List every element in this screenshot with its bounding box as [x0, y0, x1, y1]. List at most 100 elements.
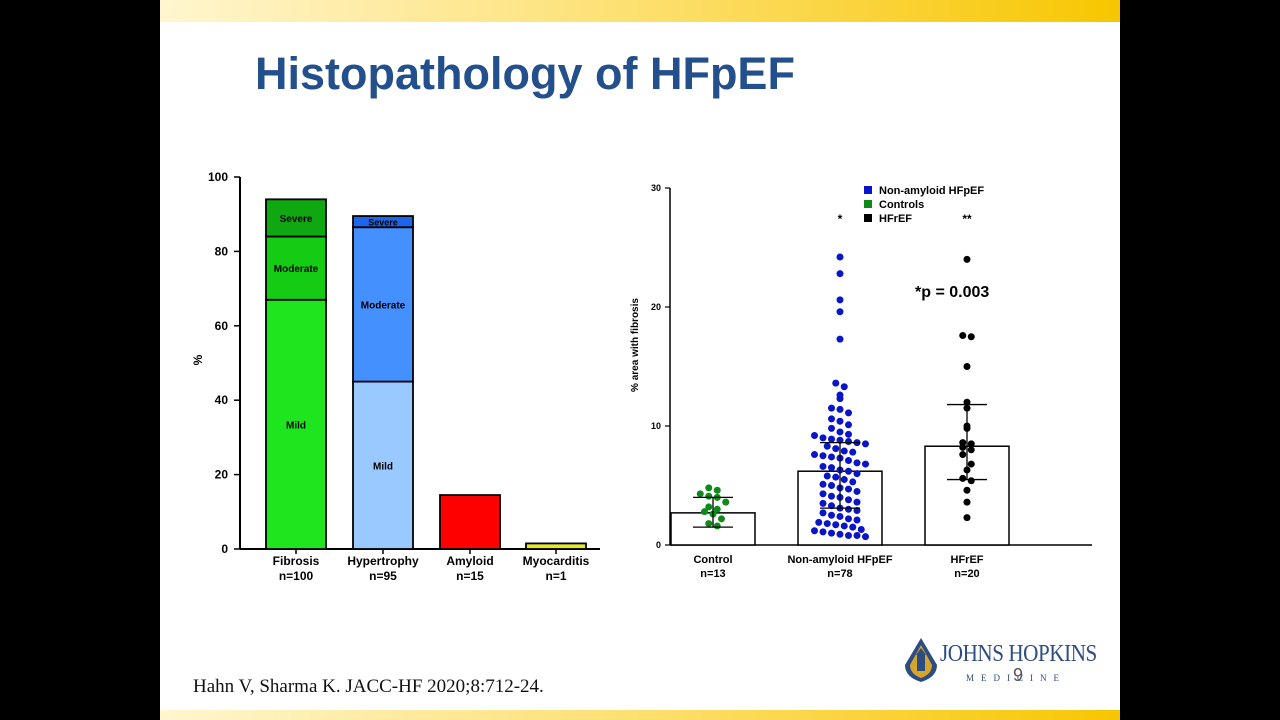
- bar-segment: [265, 235, 327, 301]
- data-point: [828, 492, 835, 500]
- data-point: [819, 452, 827, 460]
- data-point: [836, 308, 844, 316]
- data-point: [828, 482, 835, 489]
- data-point: [832, 473, 840, 481]
- data-point: [836, 253, 844, 261]
- category-label: Hypertrophy: [347, 554, 419, 568]
- data-point: [828, 415, 835, 423]
- data-point: [811, 432, 818, 440]
- data-point: [819, 434, 827, 442]
- data-point: [832, 379, 840, 387]
- data-point: [713, 486, 721, 494]
- data-point: [828, 529, 835, 537]
- data-point: [840, 476, 848, 484]
- data-point: [836, 296, 844, 304]
- data-point: [705, 503, 713, 511]
- significance-marker: **: [962, 212, 972, 226]
- bar-segment: [525, 542, 587, 550]
- category-sublabel: n=95: [369, 569, 397, 583]
- slide: Histopathology of HFpEF 0 20 40 60 80 100% Mil…: [160, 0, 1120, 720]
- data-point: [862, 460, 869, 468]
- group-sublabel: n=20: [954, 568, 979, 580]
- logo-subtitle: MEDICINE: [966, 673, 1066, 683]
- y-tick-label: 10: [651, 421, 661, 431]
- segment-label: Severe: [368, 218, 398, 228]
- data-point: [819, 528, 827, 536]
- data-point: [836, 270, 844, 278]
- segment-label: Mild: [286, 420, 306, 431]
- y-tick-label: 100: [208, 170, 228, 184]
- data-point: [853, 516, 861, 524]
- bar-segment: [265, 198, 327, 238]
- bar-segment: [352, 380, 414, 550]
- legend-label: Controls: [879, 199, 924, 211]
- y-tick-label: 40: [215, 393, 229, 407]
- data-point: [836, 530, 844, 538]
- y-tick-label: 20: [651, 302, 661, 312]
- group-sublabel: n=78: [827, 568, 852, 580]
- data-point: [853, 470, 861, 478]
- data-point: [845, 430, 852, 438]
- data-point: [832, 445, 840, 453]
- data-point: [823, 520, 831, 528]
- data-point: [862, 533, 869, 541]
- top-gold-band: [160, 0, 1120, 22]
- data-point: [819, 499, 827, 507]
- data-point: [845, 515, 852, 523]
- stacked-bar-chart: 020406080100%MildModerateSevereFibrosisn…: [191, 170, 600, 583]
- y-tick-label: 0: [656, 540, 661, 550]
- group-label: Non-amyloid HFpEF: [787, 554, 892, 566]
- legend-label: HFrEF: [879, 213, 912, 225]
- data-point: [862, 440, 869, 448]
- data-point: [819, 490, 827, 498]
- data-point: [701, 508, 708, 516]
- data-point: [696, 490, 704, 498]
- data-point: [840, 383, 848, 391]
- data-point: [853, 459, 861, 467]
- y-tick-label: 30: [651, 183, 661, 193]
- data-point: [853, 531, 861, 539]
- group-sublabel: n=13: [700, 568, 725, 580]
- data-point: [967, 440, 975, 448]
- data-point: [849, 448, 857, 456]
- citation: Hahn V, Sharma K. JACC-HF 2020;8:712-24.: [193, 676, 544, 697]
- data-point: [713, 522, 721, 530]
- data-point: [823, 442, 831, 450]
- data-point: [823, 472, 831, 480]
- data-point: [963, 486, 971, 494]
- data-point: [819, 462, 827, 470]
- category-label: Amyloid: [446, 554, 493, 568]
- data-point: [832, 521, 840, 529]
- segment-label: Mild: [373, 461, 393, 472]
- data-point: [959, 439, 967, 447]
- data-point: [718, 515, 725, 523]
- category-sublabel: n=15: [456, 569, 484, 583]
- data-point: [840, 447, 848, 455]
- data-point: [849, 478, 857, 486]
- data-point: [963, 363, 971, 370]
- significance-marker: *: [838, 212, 843, 226]
- data-point: [853, 487, 861, 495]
- legend-swatch: [864, 200, 872, 208]
- bar-segment: [265, 298, 327, 550]
- data-point: [849, 523, 857, 531]
- y-axis-label: %: [191, 354, 205, 365]
- data-point: [967, 460, 975, 468]
- group-label: HFrEF: [951, 554, 984, 566]
- segment-label: Moderate: [274, 264, 319, 275]
- data-point: [828, 424, 835, 432]
- data-point: [967, 333, 975, 341]
- category-sublabel: n=100: [279, 569, 314, 583]
- data-point: [963, 255, 971, 263]
- data-point: [857, 526, 865, 534]
- data-point: [705, 492, 713, 500]
- data-point: [845, 485, 852, 493]
- legend-label: Non-amyloid HFpEF: [879, 185, 984, 197]
- bar-segment: [352, 226, 414, 383]
- slide-title: Histopathology of HFpEF: [255, 48, 795, 99]
- data-point: [967, 477, 975, 485]
- data-point: [828, 404, 835, 412]
- p-value-annotation: *p = 0.003: [915, 284, 989, 301]
- data-point: [828, 511, 835, 519]
- category-label: Fibrosis: [273, 554, 320, 568]
